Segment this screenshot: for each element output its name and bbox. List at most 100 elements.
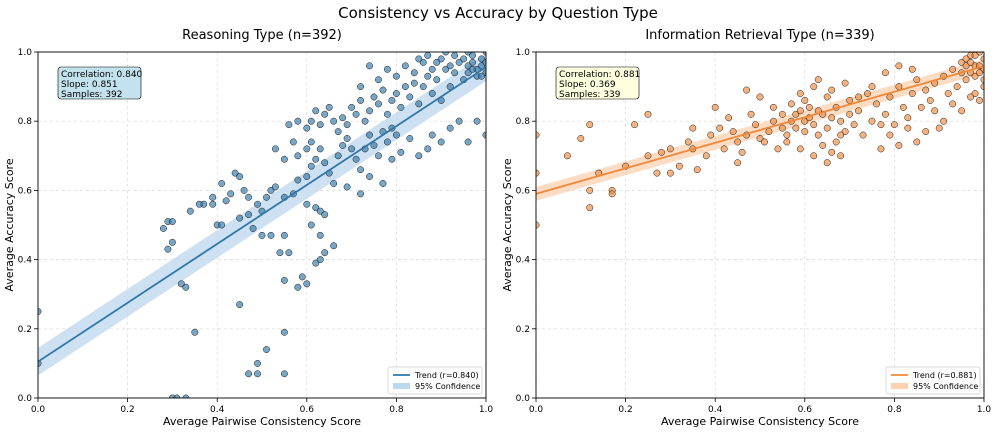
data-point [868,117,876,125]
data-point [666,169,674,177]
data-point [899,103,907,111]
x-tick-label: 0.6 [798,405,813,415]
data-point [406,135,414,142]
panel-title: Information Retrieval Type (n=339) [645,28,874,43]
data-point [846,96,854,104]
stats-line: Slope: 0.851 [61,80,118,90]
data-point [881,69,889,77]
data-point [254,370,261,378]
data-point [577,135,585,142]
data-point [931,107,939,115]
data-point [330,117,338,125]
data-point [908,65,916,73]
data-point [810,152,818,160]
data-point [796,107,804,115]
data-point [657,148,665,156]
data-point [814,131,822,139]
data-point [392,90,400,97]
data-point [236,214,244,222]
axes-frame [37,51,487,399]
data-point [316,256,324,264]
x-axis-label: Average Pairwise Consistency Score [661,415,859,428]
data-point [783,131,791,139]
x-tick-label: 0.4 [210,405,225,415]
data-point [325,103,333,111]
data-point [855,93,863,101]
data-point [805,103,813,111]
data-point [859,131,867,139]
data-point [796,90,804,97]
data-point [850,121,858,129]
y-tick-label: 0.2 [18,325,32,335]
data-point [720,145,728,153]
data-point [792,124,800,132]
data-point [684,138,692,146]
data-point [375,100,382,108]
data-point [366,131,373,139]
data-point [375,76,382,84]
data-point [451,69,459,77]
data-point [280,328,288,336]
data-point [473,117,481,125]
stats-line: Samples: 392 [61,90,123,100]
data-point [926,96,934,104]
data-point [967,93,975,101]
y-tick-label: 0.4 [516,256,531,266]
data-point [397,148,405,156]
data-point [383,138,391,146]
data-point [976,96,983,104]
data-point [922,128,930,136]
data-point [191,328,199,336]
data-point [536,131,540,139]
data-point [280,231,288,239]
data-point [298,273,306,281]
data-point [249,225,257,232]
y-tick-label: 0.6 [516,186,531,196]
data-point [904,114,912,122]
data-point [460,55,468,63]
data-point [352,110,360,118]
data-point [285,121,293,129]
data-point [451,52,459,59]
data-point [877,121,885,129]
data-point [392,72,400,80]
data-point [752,121,759,129]
data-point [747,110,755,118]
data-point [375,152,382,160]
data-point [410,79,418,87]
data-point [837,131,845,139]
stats-box [57,66,142,100]
data-point [357,166,365,174]
data-point [653,169,661,177]
y-tick-label: 0.8 [516,117,531,127]
data-point [796,145,804,153]
data-point [855,107,863,115]
data-point [415,152,423,160]
legend-band-label: 95% Confidence [415,382,480,391]
data-point [810,83,818,91]
data-point [469,58,477,66]
data-point [837,152,845,160]
data-point [895,141,903,149]
data-point [406,93,414,101]
data-point [819,141,827,149]
data-point [904,124,912,132]
data-point [801,128,809,136]
y-axis-label: Average Accuracy Score [3,158,16,291]
data-point [276,249,284,257]
data-point [316,121,324,129]
data-point [392,131,400,139]
data-point [271,145,279,153]
data-point [307,162,315,170]
data-point [294,117,302,125]
data-point [397,103,405,111]
data-point [254,200,261,208]
data-point [258,231,266,239]
data-point [913,76,921,84]
data-point [756,93,764,101]
legend-trend-label: Trend (r=0.881) [912,371,977,380]
x-tick-label: 1.0 [479,405,494,415]
data-point [886,93,894,101]
data-point [693,166,701,174]
data-point [218,180,226,187]
